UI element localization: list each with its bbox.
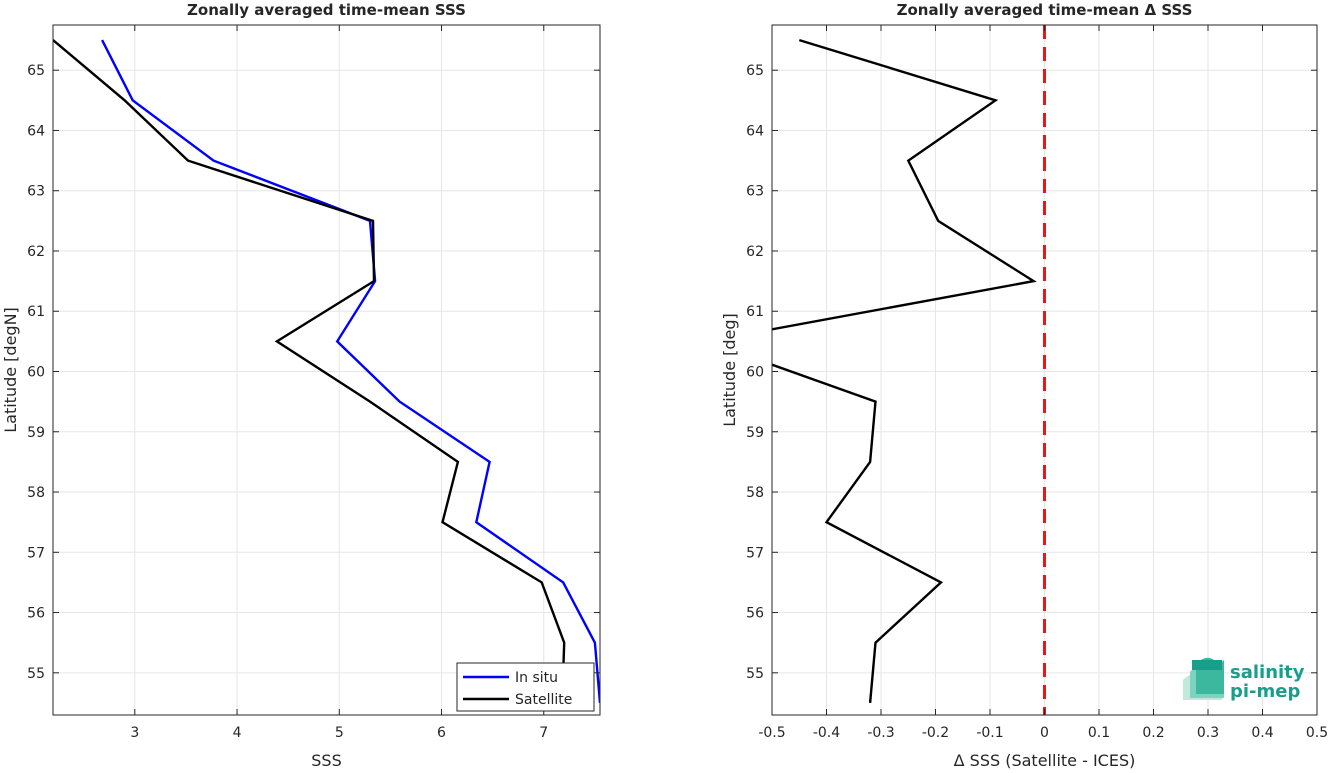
- plot-area: [53, 25, 600, 715]
- x-tick-label: -0.1: [976, 725, 1003, 741]
- x-tick-label: 0: [1040, 725, 1049, 741]
- chart-title: Zonally averaged time-mean Δ SSS: [897, 1, 1193, 19]
- legend-label: In situ: [515, 670, 558, 686]
- y-tick-label: 58: [27, 485, 45, 501]
- salinity-wave-icon: [1183, 657, 1224, 700]
- salinity-pi-mep-logo: salinity pi-mep: [1183, 657, 1305, 702]
- x-tick-label: -0.5: [758, 725, 785, 741]
- x-tick-label: 0.2: [1142, 725, 1164, 741]
- x-tick-label: 6: [437, 725, 446, 741]
- y-tick-label: 65: [746, 63, 764, 79]
- y-tick-label: 56: [746, 606, 764, 622]
- x-tick-label: 4: [233, 725, 242, 741]
- y-axis-label: Latitude [degN]: [1, 307, 20, 433]
- x-tick-label: 0.3: [1197, 725, 1219, 741]
- y-tick-label: 59: [27, 425, 45, 441]
- legend-box: [456, 662, 595, 712]
- x-tick-label: -0.3: [867, 725, 894, 741]
- legend-label: Satellite: [515, 692, 572, 708]
- chart-2: -0.5 -0.4 -0.3 -0.2 -0.1 0 0.1 0.2 0.3 0.4 0.5 55 56…: [720, 1, 1328, 770]
- y-tick-label: 64: [746, 123, 764, 139]
- y-tick-label: 63: [746, 184, 764, 200]
- y-tick-label: 60: [746, 365, 764, 381]
- y-tick-label: 57: [746, 545, 764, 561]
- y-axis-label: Latitude [deg]: [720, 313, 739, 427]
- y-tick-label: 59: [746, 425, 764, 441]
- chart-title: Zonally averaged time-mean SSS: [187, 1, 466, 19]
- logo-line2: pi-mep: [1230, 681, 1300, 702]
- y-tick-label: 64: [27, 123, 45, 139]
- x-tick-label: 3: [130, 725, 139, 741]
- x-tick-label: 0.5: [1306, 725, 1328, 741]
- x-axis-label: Δ SSS (Satellite - ICES): [954, 751, 1136, 769]
- series-line-satellite: [53, 39, 566, 703]
- y-tick-label: 61: [27, 304, 45, 320]
- x-tick-label: 5: [335, 725, 344, 741]
- y-tick-label: 62: [746, 244, 764, 260]
- logo-line1: salinity: [1230, 662, 1305, 683]
- y-tick-label: 56: [27, 606, 45, 622]
- y-tick-label: 62: [27, 244, 45, 260]
- y-tick-label: 55: [746, 666, 764, 682]
- y-tick-label: 65: [27, 63, 45, 79]
- y-tick-label: 60: [27, 365, 45, 381]
- x-tick-label: 0.1: [1088, 725, 1110, 741]
- x-tick-label: -0.2: [922, 725, 949, 741]
- y-tick-label: 63: [27, 184, 45, 200]
- series-line-in-situ: [101, 39, 600, 704]
- y-tick-label: 61: [746, 304, 764, 320]
- axes-box: [52, 24, 601, 716]
- legend: In situ Satellite: [456, 662, 595, 712]
- y-tick-label: 55: [27, 666, 45, 682]
- x-tick-label: 0.4: [1251, 725, 1273, 741]
- series-line-1: [772, 38, 1037, 704]
- y-tick-label: 57: [27, 545, 45, 561]
- x-tick-label: -0.4: [813, 725, 840, 741]
- x-axis-label: SSS: [311, 751, 341, 769]
- x-tick-label: 7: [539, 725, 548, 741]
- y-tick-label: 58: [746, 485, 764, 501]
